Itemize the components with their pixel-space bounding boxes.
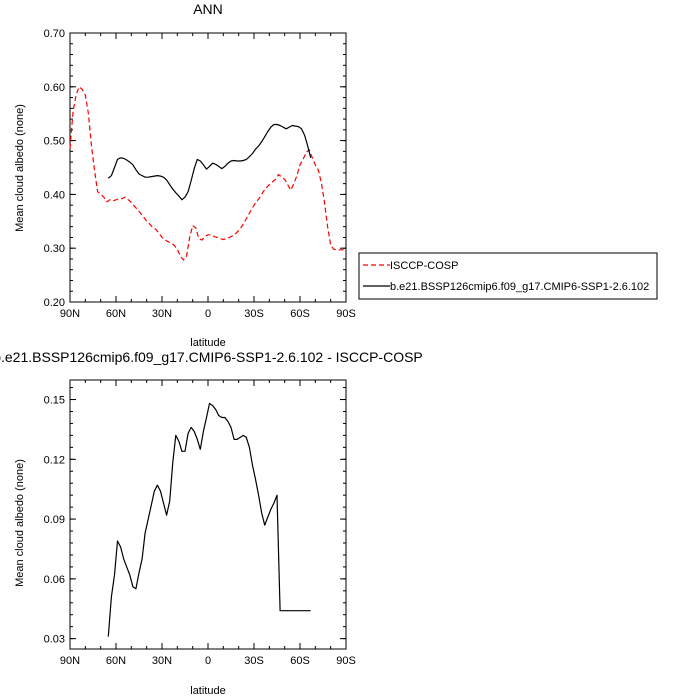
top-panel-x-axis-label: latitude	[190, 337, 225, 349]
bottom-panel-x-axis-label: latitude	[190, 685, 225, 697]
bottom-panel-x-tick-label: 30N	[152, 655, 172, 667]
top-panel-y-tick-label: 0.50	[44, 136, 65, 148]
bottom-panel-x-tick-label: 60N	[106, 655, 126, 667]
bottom-panel-y-tick-label: 0.15	[44, 395, 65, 407]
top-panel-x-tick-label: 60N	[106, 308, 126, 320]
top-panel-y-tick-label: 0.60	[44, 82, 65, 94]
bottom-panel-plot-frame	[69, 379, 347, 650]
top-panel-x-tick-label: 30S	[244, 308, 264, 320]
bottom-panel-x-tick-label: 90S	[336, 655, 356, 667]
top-panel-x-tick-label: 60S	[290, 308, 310, 320]
bottom-panel-x-tick-label: 60S	[290, 655, 310, 667]
bottom-panel-y-tick-label: 0.09	[44, 514, 65, 526]
top-panel-x-tick-label: 30N	[152, 308, 172, 320]
top-panel-y-tick-label: 0.40	[44, 189, 65, 201]
bottom-panel: b.e21.BSSP126cmip6.f09_g17.CMIP6-SSP1-2.…	[0, 349, 423, 697]
bottom-panel-y-tick-label: 0.03	[44, 634, 65, 646]
legend: ISCCP-COSP b.e21.BSSP126cmip6.f09_g17.CM…	[358, 252, 658, 300]
bottom-panel-series	[107, 402, 311, 637]
bottom-panel-title: b.e21.BSSP126cmip6.f09_g17.CMIP6-SSP1-2.…	[0, 349, 423, 365]
top-panel-x-tick-label: 0	[205, 308, 211, 320]
legend-box	[358, 252, 658, 300]
bottom-panel-y-axis-label: Mean cloud albedo (none)	[14, 459, 26, 587]
top-panel-y-tick-label: 0.70	[44, 28, 65, 40]
top-panel-title: ANN	[193, 1, 223, 17]
bottom-panel-y-tick-label: 0.12	[44, 454, 65, 466]
top-panel-series	[69, 86, 346, 261]
legend-label-model: b.e21.BSSP126cmip6.f09_g17.CMIP6-SSP1-2.…	[390, 281, 649, 293]
top-panel-y-axis-label: Mean cloud albedo (none)	[14, 104, 26, 232]
top-panel-series-line-0	[69, 86, 346, 261]
bottom-panel-x-tick-label: 30S	[244, 655, 264, 667]
top-panel-axes: 90N 60N 30N 0 30S 60S 90S 0.20 0.30 0.40 0.50 0.60 0…	[44, 28, 356, 320]
top-panel-x-tick-label: 90N	[60, 308, 80, 320]
legend-label-isccp: ISCCP-COSP	[390, 260, 458, 272]
bottom-panel-x-tick-label: 0	[205, 655, 211, 667]
bottom-panel-series-line-0	[107, 402, 311, 637]
top-panel-x-tick-label: 90S	[336, 308, 356, 320]
top-panel-y-tick-label: 0.30	[44, 243, 65, 255]
bottom-panel-y-tick-label: 0.06	[44, 574, 65, 586]
bottom-panel-x-tick-label: 90N	[60, 655, 80, 667]
top-panel-y-tick-label: 0.20	[44, 297, 65, 309]
top-panel-series-line-1	[107, 123, 312, 201]
top-panel: ANN Mean cloud albedo (none) latitude 90…	[14, 1, 356, 349]
bottom-panel-axes: 90N 60N 30N 0 30S 60S 90S 0.03 0.06 0.09 0.12 0.15	[44, 380, 356, 667]
